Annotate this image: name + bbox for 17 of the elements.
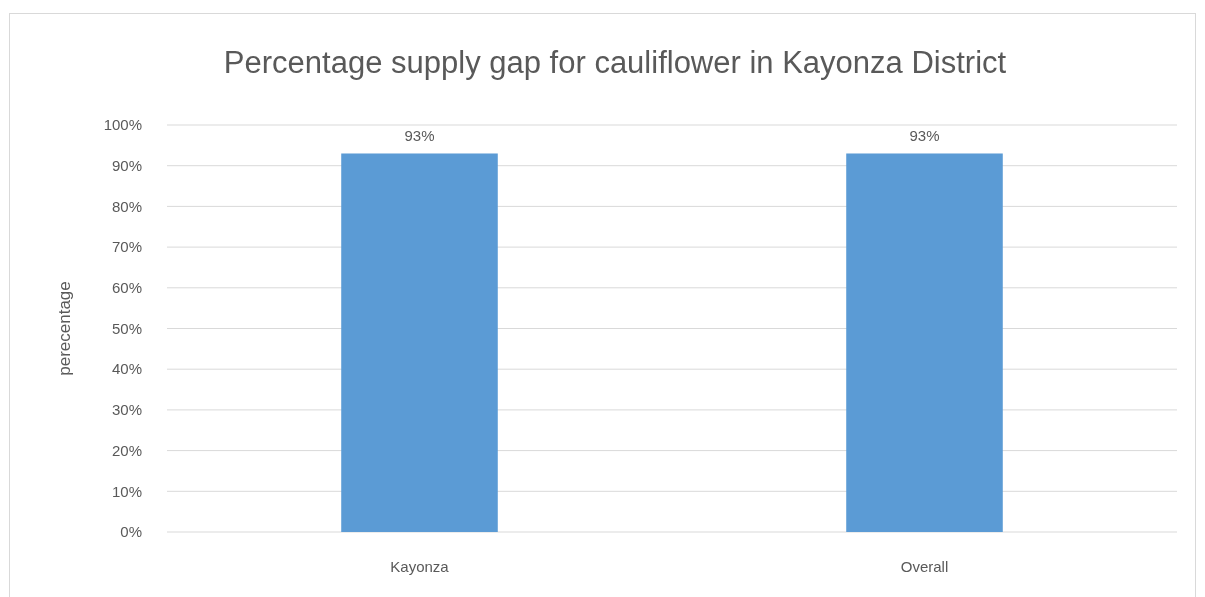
chart-title: Percentage supply gap for cauliflower in Kayonza District [223, 45, 1007, 80]
x-tick-label: Overall [900, 558, 949, 575]
y-tick-label: 50% [111, 319, 142, 337]
y-tick-label: 40% [111, 360, 142, 378]
x-tick-label: Kayonza [390, 558, 450, 575]
y-tick-label: 80% [111, 197, 142, 215]
y-tick-label: 100% [103, 116, 142, 134]
y-tick-label: 10% [111, 482, 142, 500]
data-label: 93% [404, 127, 435, 145]
y-axis-title: perecentage [55, 281, 74, 376]
y-tick-label: 70% [111, 238, 142, 256]
y-tick-label: 60% [111, 279, 142, 297]
y-tick-label: 0% [120, 523, 142, 541]
y-tick-label: 20% [111, 441, 142, 459]
y-tick-label: 30% [111, 401, 142, 419]
data-label: 93% [909, 127, 940, 145]
y-tick-label: 90% [111, 156, 142, 174]
